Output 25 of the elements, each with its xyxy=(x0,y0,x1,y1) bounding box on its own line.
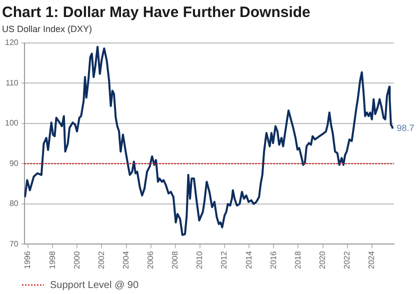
legend-label: Support Level @ 90 xyxy=(50,280,139,291)
annotation: 98.7 xyxy=(396,123,414,134)
y-tick-label: 70 xyxy=(9,239,19,248)
chart-subtitle: US Dollar Index (DXY) xyxy=(2,24,92,34)
y-tick-label: 110 xyxy=(6,78,19,88)
x-tick-label: 2004 xyxy=(121,250,130,269)
y-tick-label: 100 xyxy=(4,118,19,128)
x-tick-label: 2006 xyxy=(146,250,156,269)
x-tick-label: 2016 xyxy=(268,250,278,269)
x-tick-label: 1996 xyxy=(23,250,32,269)
x-tick-label: 1998 xyxy=(48,250,57,269)
x-tick-label: 2018 xyxy=(293,250,302,269)
x-tick-label: 2012 xyxy=(220,250,229,269)
x-tick-label: 2010 xyxy=(195,250,204,269)
x-tick-label: 2020 xyxy=(318,250,327,269)
y-tick-label: 80 xyxy=(9,199,19,208)
x-tick-label: 2002 xyxy=(96,250,106,269)
y-tick-label: 120 xyxy=(4,38,19,48)
y-tick-label: 90 xyxy=(9,158,19,168)
x-tick-label: 2008 xyxy=(170,250,180,269)
x-tick-label: 2014 xyxy=(244,250,254,269)
x-tick-label: 2022 xyxy=(342,250,352,269)
chart-title: Chart 1: Dollar May Have Further Downside xyxy=(2,4,310,22)
x-tick-label: 2024 xyxy=(367,250,376,269)
x-tick-label: 2000 xyxy=(72,250,82,269)
